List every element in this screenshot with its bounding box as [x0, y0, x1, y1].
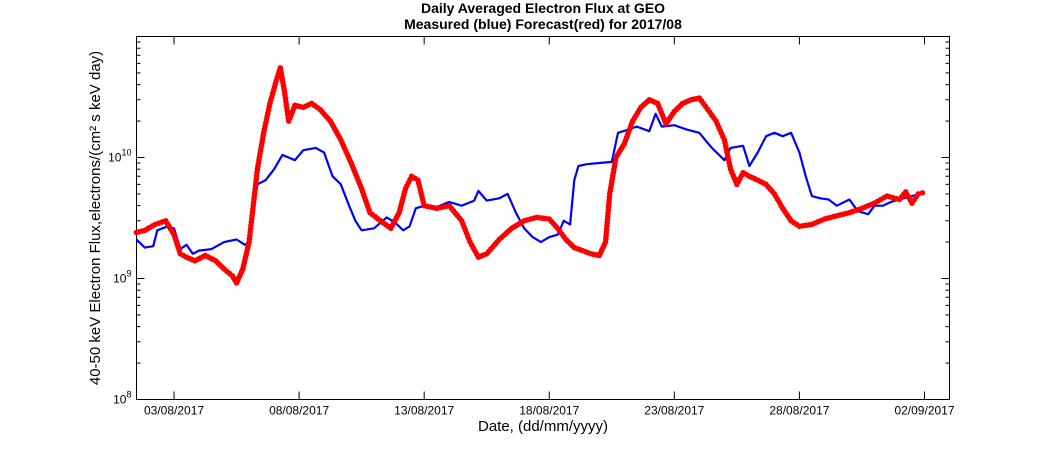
- y-ticks: 108 109 1010: [108, 148, 950, 407]
- y-axis-label: 40-50 keV Electron Flux,electrons/(cm² s…: [87, 51, 104, 385]
- x-axis-label: Date, (dd/mm/yyyy): [478, 418, 608, 435]
- chart-title: Daily Averaged Electron Flux at GEO: [421, 0, 665, 16]
- x-tick-label: 13/08/2017: [394, 404, 454, 418]
- plot-frame: [136, 36, 950, 400]
- x-tick-label: 03/08/2017: [144, 404, 204, 418]
- y-tick-label: 108: [113, 390, 131, 407]
- y-tick-label: 1010: [108, 148, 131, 165]
- x-tick-label: 18/08/2017: [519, 404, 579, 418]
- forecast-point: [919, 190, 926, 196]
- chart-subtitle: Measured (blue) Forecast(red) for 2017/0…: [404, 16, 682, 32]
- y-minor-ticks: [136, 41, 950, 364]
- x-tick-label: 08/08/2017: [269, 404, 329, 418]
- x-tick-label: 23/08/2017: [644, 404, 704, 418]
- series-forecast-markers: [133, 65, 926, 286]
- y-tick-label: 109: [113, 269, 131, 286]
- x-tick-label: 28/08/2017: [769, 404, 829, 418]
- series-layer: [133, 65, 926, 286]
- x-tick-label: 02/09/2017: [894, 404, 954, 418]
- x-ticks: 03/08/2017 08/08/2017 13/08/2017 18/08/2017…: [144, 36, 955, 418]
- plot-area: 108 109 1010 03/08/2017 08/08/2017 13/08/201…: [108, 36, 955, 418]
